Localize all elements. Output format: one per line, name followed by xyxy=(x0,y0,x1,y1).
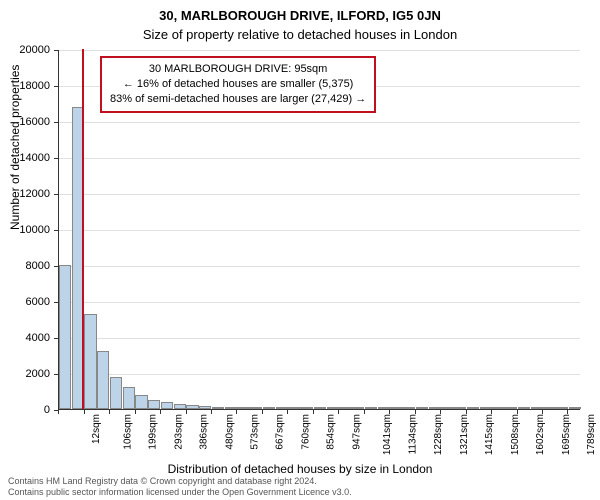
annotation-line-1: 30 MARLBOROUGH DRIVE: 95sqm xyxy=(110,62,366,77)
histogram-bar xyxy=(505,407,517,409)
x-tick-label: 1415sqm xyxy=(484,414,495,455)
y-tick-label: 14000 xyxy=(19,152,50,164)
histogram-bar xyxy=(212,407,224,409)
gridline xyxy=(59,50,580,51)
x-tick-label: 106sqm xyxy=(122,414,133,450)
histogram-bar xyxy=(276,407,288,409)
histogram-bar xyxy=(314,407,326,409)
x-tick-label: 1228sqm xyxy=(433,414,444,455)
histogram-bar xyxy=(84,314,96,409)
x-tick-label: 199sqm xyxy=(148,414,159,450)
x-tick-label: 947sqm xyxy=(351,414,362,450)
y-tick-label: 0 xyxy=(44,404,50,416)
gridline xyxy=(59,122,580,123)
x-tick-label: 1602sqm xyxy=(535,414,546,455)
gridline xyxy=(59,338,580,339)
x-tick-label: 1508sqm xyxy=(510,414,521,455)
histogram-bar xyxy=(531,407,543,409)
histogram-bar xyxy=(225,407,237,409)
histogram-bar xyxy=(199,406,211,409)
histogram-bar xyxy=(467,407,479,409)
x-axis-label: Distribution of detached houses by size … xyxy=(0,462,600,476)
histogram-bar xyxy=(480,407,492,409)
x-tick-label: 386sqm xyxy=(198,414,209,450)
y-tick-label: 12000 xyxy=(19,188,50,200)
histogram-bar xyxy=(97,351,109,409)
histogram-bar xyxy=(301,407,313,409)
gridline xyxy=(59,194,580,195)
y-tick-label: 2000 xyxy=(26,368,50,380)
footer-line-1: Contains HM Land Registry data © Crown c… xyxy=(8,476,352,487)
x-tick-label: 1789sqm xyxy=(586,414,597,455)
histogram-bar xyxy=(237,407,249,409)
footer-attribution: Contains HM Land Registry data © Crown c… xyxy=(8,476,352,498)
histogram-bar xyxy=(454,407,466,409)
histogram-bar xyxy=(416,407,428,409)
histogram-bar xyxy=(518,407,530,409)
x-tick-label: 854sqm xyxy=(326,414,337,450)
y-tick-label: 16000 xyxy=(19,116,50,128)
histogram-bar xyxy=(543,407,555,409)
histogram-bar xyxy=(569,407,581,409)
x-tick-label: 760sqm xyxy=(300,414,311,450)
chart-title-main: 30, MARLBOROUGH DRIVE, ILFORD, IG5 0JN xyxy=(0,0,600,23)
histogram-bar xyxy=(441,407,453,409)
x-tick-label: 293sqm xyxy=(173,414,184,450)
y-tick-label: 10000 xyxy=(19,224,50,236)
histogram-bar xyxy=(186,405,198,409)
x-tick-label: 1695sqm xyxy=(561,414,572,455)
histogram-bar xyxy=(365,407,377,409)
marker-annotation: 30 MARLBOROUGH DRIVE: 95sqm ← 16% of det… xyxy=(100,56,376,113)
histogram-bar xyxy=(174,404,186,409)
chart-title-sub: Size of property relative to detached ho… xyxy=(0,23,600,42)
chart-plot-area: 30 MARLBOROUGH DRIVE: 95sqm ← 16% of det… xyxy=(58,50,580,410)
marker-line xyxy=(82,49,84,409)
histogram-bar xyxy=(59,265,71,409)
histogram-bar xyxy=(390,407,402,409)
footer-line-2: Contains public sector information licen… xyxy=(8,487,352,498)
y-tick-label: 6000 xyxy=(26,296,50,308)
x-axis-ticks: 12sqm 106sqm 199sqm 293sqm 386sqm 480sqm 573sq… xyxy=(58,410,580,466)
histogram-bar xyxy=(110,377,122,409)
histogram-bar xyxy=(352,407,364,409)
annotation-line-2: ← 16% of detached houses are smaller (5,… xyxy=(110,77,366,92)
x-tick-label: 573sqm xyxy=(249,414,260,450)
x-tick-label: 667sqm xyxy=(275,414,286,450)
x-tick-label: 1321sqm xyxy=(459,414,470,455)
gridline xyxy=(59,158,580,159)
histogram-bar xyxy=(378,407,390,409)
y-axis-ticks: 0200040006000800010000120001400016000180… xyxy=(0,50,54,410)
histogram-bar xyxy=(148,400,160,409)
histogram-bar xyxy=(327,407,339,409)
histogram-bar xyxy=(429,407,441,409)
annotation-line-3: 83% of semi-detached houses are larger (… xyxy=(110,92,366,107)
gridline xyxy=(59,302,580,303)
gridline xyxy=(59,230,580,231)
histogram-bar xyxy=(161,402,173,409)
x-tick-label: 1134sqm xyxy=(407,414,418,454)
histogram-bar xyxy=(135,395,147,409)
y-tick-label: 20000 xyxy=(19,44,50,56)
y-tick-label: 18000 xyxy=(19,80,50,92)
histogram-bar xyxy=(288,407,300,409)
gridline xyxy=(59,374,580,375)
histogram-bar xyxy=(339,407,351,409)
histogram-bar xyxy=(250,407,262,409)
x-tick-label: 480sqm xyxy=(224,414,235,450)
histogram-bar xyxy=(556,407,568,409)
histogram-bar xyxy=(263,407,275,409)
y-tick-label: 4000 xyxy=(26,332,50,344)
histogram-bar xyxy=(123,387,135,409)
histogram-bar xyxy=(403,407,415,409)
y-tick-label: 8000 xyxy=(26,260,50,272)
x-tick-label: 12sqm xyxy=(91,414,102,444)
histogram-bar xyxy=(492,407,504,409)
x-tick-label: 1041sqm xyxy=(382,414,393,455)
gridline xyxy=(59,266,580,267)
